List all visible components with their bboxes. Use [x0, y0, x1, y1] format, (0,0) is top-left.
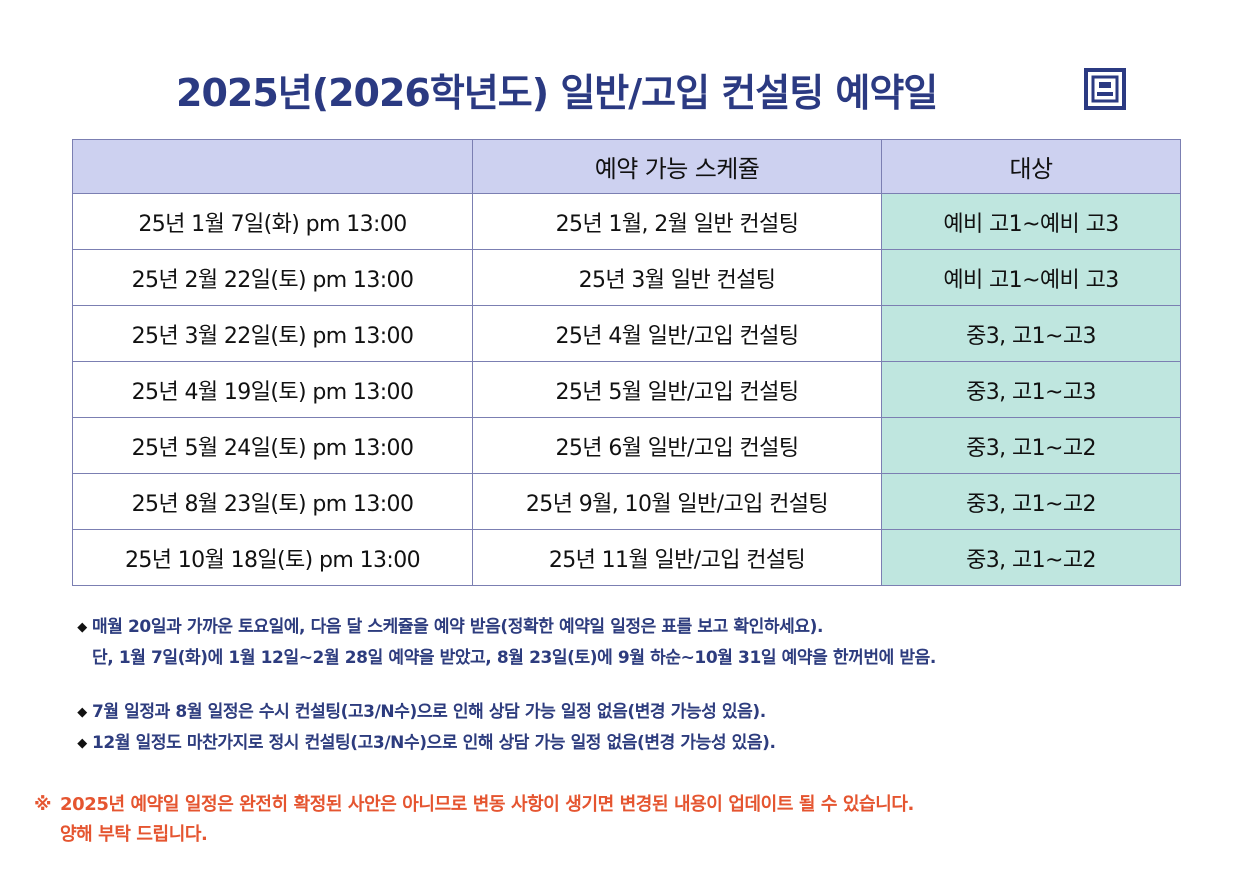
header-date	[72, 139, 473, 194]
header-schedule: 예약 가능 스케쥴	[472, 139, 882, 194]
square-seal-logo-icon	[1084, 68, 1126, 110]
reservation-date: 25년 2월 22일(토) pm 13:00	[72, 249, 473, 306]
warning-line: 양해 부탁 드립니다.	[34, 820, 1234, 850]
warning-text: 2025년 예약일 일정은 완전히 확정된 사안은 아니므로 변동 사항이 생기…	[60, 794, 914, 815]
table-row: 25년 10월 18일(토) pm 13:00 25년 11월 일반/고입 컨설…	[72, 529, 1181, 586]
available-schedule: 25년 9월, 10월 일반/고입 컨설팅	[472, 473, 882, 530]
warning-line: ※ 2025년 예약일 일정은 완전히 확정된 사안은 아니므로 변동 사항이 생…	[34, 790, 1234, 820]
target-group: 중3, 고1~고3	[881, 361, 1181, 418]
header-target: 대상	[881, 139, 1181, 194]
available-schedule: 25년 1월, 2월 일반 컨설팅	[472, 193, 882, 250]
target-group: 중3, 고1~고3	[881, 305, 1181, 362]
table-header-row: 예약 가능 스케쥴 대상	[72, 139, 1181, 194]
table-row: 25년 8월 23일(토) pm 13:00 25년 9월, 10월 일반/고입…	[72, 473, 1181, 530]
reservation-date: 25년 3월 22일(토) pm 13:00	[72, 305, 473, 362]
schedule-table: 예약 가능 스케쥴 대상 25년 1월 7일(화) pm 13:00 25년 1…	[72, 139, 1181, 586]
diamond-bullet-icon: ◆	[77, 620, 87, 635]
target-group: 중3, 고1~고2	[881, 529, 1181, 586]
note-text: 7월 일정과 8월 일정은 수시 컨설팅(고3/N수)으로 인해 상담 가능 일…	[92, 702, 766, 722]
target-group: 예비 고1~예비 고3	[881, 249, 1181, 306]
warning-text: 양해 부탁 드립니다.	[60, 824, 208, 845]
notes-section: ◆ 매월 20일과 가까운 토요일에, 다음 달 스케쥴을 예약 받음(정확한 예…	[72, 612, 1192, 759]
title-row: 2025년(2026학년도) 일반/고입 컨설팅 예약일	[0, 58, 1250, 128]
diamond-bullet-icon: ◆	[77, 705, 87, 720]
reservation-date: 25년 8월 23일(토) pm 13:00	[72, 473, 473, 530]
available-schedule: 25년 5월 일반/고입 컨설팅	[472, 361, 882, 418]
available-schedule: 25년 3월 일반 컨설팅	[472, 249, 882, 306]
note-text: 12월 일정도 마찬가지로 정시 컨설팅(고3/N수)으로 인해 상담 가능 일…	[92, 733, 776, 753]
note-continuation: 단, 1월 7일(화)에 1월 12일~2월 28일 예약을 받았고, 8월 2…	[72, 643, 1192, 673]
table-row: 25년 3월 22일(토) pm 13:00 25년 4월 일반/고입 컨설팅 …	[72, 305, 1181, 362]
table-row: 25년 1월 7일(화) pm 13:00 25년 1월, 2월 일반 컨설팅 …	[72, 193, 1181, 250]
table-row: 25년 5월 24일(토) pm 13:00 25년 6월 일반/고입 컨설팅 …	[72, 417, 1181, 474]
available-schedule: 25년 6월 일반/고입 컨설팅	[472, 417, 882, 474]
reservation-date: 25년 4월 19일(토) pm 13:00	[72, 361, 473, 418]
note-item: ◆ 매월 20일과 가까운 토요일에, 다음 달 스케쥴을 예약 받음(정확한 예…	[72, 612, 1192, 643]
reservation-date: 25년 1월 7일(화) pm 13:00	[72, 193, 473, 250]
target-group: 중3, 고1~고2	[881, 473, 1181, 530]
available-schedule: 25년 11월 일반/고입 컨설팅	[472, 529, 882, 586]
warning-notice: ※ 2025년 예약일 일정은 완전히 확정된 사안은 아니므로 변동 사항이 생…	[34, 790, 1234, 850]
reference-mark-icon: ※	[34, 794, 52, 815]
target-group: 중3, 고1~고2	[881, 417, 1181, 474]
diamond-bullet-icon: ◆	[77, 736, 87, 751]
note-item: ◆ 12월 일정도 마찬가지로 정시 컨설팅(고3/N수)으로 인해 상담 가능 …	[72, 728, 1192, 759]
note-text: 매월 20일과 가까운 토요일에, 다음 달 스케쥴을 예약 받음(정확한 예약…	[92, 617, 824, 637]
page-title: 2025년(2026학년도) 일반/고입 컨설팅 예약일	[176, 71, 938, 115]
table-row: 25년 4월 19일(토) pm 13:00 25년 5월 일반/고입 컨설팅 …	[72, 361, 1181, 418]
target-group: 예비 고1~예비 고3	[881, 193, 1181, 250]
reservation-date: 25년 10월 18일(토) pm 13:00	[72, 529, 473, 586]
note-item: ◆ 7월 일정과 8월 일정은 수시 컨설팅(고3/N수)으로 인해 상담 가능 …	[72, 697, 1192, 728]
note-text: 단, 1월 7일(화)에 1월 12일~2월 28일 예약을 받았고, 8월 2…	[92, 648, 936, 668]
reservation-date: 25년 5월 24일(토) pm 13:00	[72, 417, 473, 474]
table-row: 25년 2월 22일(토) pm 13:00 25년 3월 일반 컨설팅 예비 …	[72, 249, 1181, 306]
available-schedule: 25년 4월 일반/고입 컨설팅	[472, 305, 882, 362]
